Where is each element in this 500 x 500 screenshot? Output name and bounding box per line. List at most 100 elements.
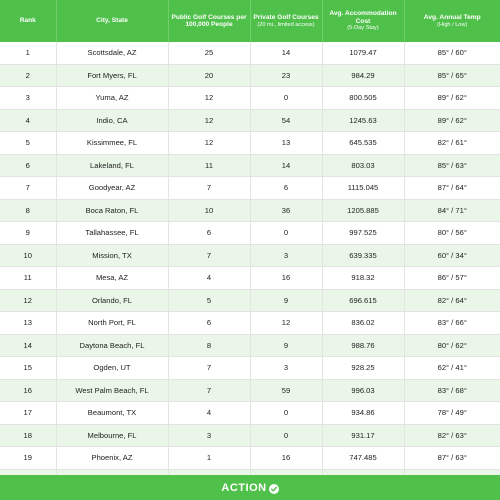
cell-public-courses: 3 [168,424,251,447]
cell-private-courses: 16 [250,446,323,470]
cell-avg-temp: 82° / 61° [404,131,500,155]
cell-accommodation-cost: 639.335 [322,244,405,267]
cell-private-courses: 6 [250,176,323,200]
cell-rank: 5 [0,131,57,155]
table-row: 11 Mesa, AZ 4 16 918.32 86° / 57° [0,266,500,290]
footer-bar: ACTION [0,475,500,500]
cell-private-courses: 54 [250,109,323,132]
table-row: 2 Fort Myers, FL 20 23 984.29 85° / 65° [0,64,500,87]
cell-public-courses: 12 [168,109,251,132]
cell-city: Goodyear, AZ [56,176,169,200]
cell-accommodation-cost: 984.29 [322,64,405,87]
table-row: 12 Orlando, FL 5 9 696.615 82° / 64° [0,289,500,312]
cell-city: Mesa, AZ [56,266,169,290]
cell-public-courses: 5 [168,289,251,312]
cell-private-courses: 0 [250,86,323,110]
cell-rank: 12 [0,289,57,312]
cell-private-courses: 12 [250,311,323,335]
cell-accommodation-cost: 645.535 [322,131,405,155]
table-row: 19 Phoenix, AZ 1 16 747.485 87° / 63° [0,446,500,470]
header-city: City, State [56,0,169,42]
cell-rank: 8 [0,199,57,222]
table-row: 13 North Port, FL 6 12 836.02 83° / 66° [0,311,500,335]
cell-public-courses: 12 [168,131,251,155]
cell-city: Indio, CA [56,109,169,132]
cell-private-courses: 3 [250,244,323,267]
header-private-courses: Private Golf Courses (20 mi., limited ac… [250,0,323,42]
cell-rank: 17 [0,401,57,425]
cell-private-courses: 14 [250,42,323,65]
cell-avg-temp: 87° / 64° [404,176,500,200]
header-avg-temp: Avg. Annual Temp (High / Low) [404,0,500,42]
cell-private-courses: 3 [250,356,323,380]
cell-rank: 6 [0,154,57,177]
header-public-courses: Public Golf Courses per 100,000 People [168,0,251,42]
cell-public-courses: 12 [168,86,251,110]
cell-public-courses: 6 [168,221,251,245]
table-row: 15 Ogden, UT 7 3 928.25 62° / 41° [0,356,500,380]
cell-public-courses: 1 [168,446,251,470]
cell-public-courses: 25 [168,42,251,65]
cell-city: Fort Myers, FL [56,64,169,87]
cell-avg-temp: 83° / 66° [404,311,500,335]
cell-avg-temp: 82° / 63° [404,424,500,447]
cell-rank: 18 [0,424,57,447]
cell-rank: 2 [0,64,57,87]
cell-rank: 9 [0,221,57,245]
table-row: 18 Melbourne, FL 3 0 931.17 82° / 63° [0,424,500,447]
cell-public-courses: 8 [168,334,251,357]
table-row: 17 Beaumont, TX 4 0 934.86 78° / 49° [0,401,500,425]
cell-private-courses: 9 [250,289,323,312]
header-private-subtitle: (20 mi., limited access) [257,21,315,28]
cell-city: Orlando, FL [56,289,169,312]
cell-city: Daytona Beach, FL [56,334,169,357]
cell-avg-temp: 84° / 71° [404,199,500,222]
cell-rank: 13 [0,311,57,335]
cell-accommodation-cost: 918.32 [322,266,405,290]
cell-private-courses: 16 [250,266,323,290]
cell-avg-temp: 89° / 62° [404,109,500,132]
table-row: 14 Daytona Beach, FL 8 9 988.76 80° / 62° [0,334,500,357]
table-row: 7 Goodyear, AZ 7 6 1115.045 87° / 64° [0,176,500,200]
cell-accommodation-cost: 1115.045 [322,176,405,200]
cell-public-courses: 4 [168,401,251,425]
table-row: 9 Tallahassee, FL 6 0 997.525 80° / 56° [0,221,500,245]
cell-accommodation-cost: 931.17 [322,424,405,447]
cell-private-courses: 9 [250,334,323,357]
cell-private-courses: 59 [250,379,323,402]
cell-avg-temp: 85° / 63° [404,154,500,177]
cell-city: Phoenix, AZ [56,446,169,470]
cell-avg-temp: 80° / 62° [404,334,500,357]
cell-rank: 1 [0,42,57,65]
cell-avg-temp: 87° / 63° [404,446,500,470]
cell-city: Kissimmee, FL [56,131,169,155]
cell-avg-temp: 86° / 57° [404,266,500,290]
cell-rank: 14 [0,334,57,357]
cell-city: Beaumont, TX [56,401,169,425]
cell-city: Lakeland, FL [56,154,169,177]
cell-avg-temp: 82° / 64° [404,289,500,312]
cell-avg-temp: 78° / 49° [404,401,500,425]
cell-public-courses: 20 [168,64,251,87]
cell-city: Scottsdale, AZ [56,42,169,65]
table-row: 5 Kissimmee, FL 12 13 645.535 82° / 61° [0,131,500,155]
table-row: 3 Yuma, AZ 12 0 800.505 89° / 62° [0,86,500,110]
cell-public-courses: 6 [168,311,251,335]
table-row: 1 Scottsdale, AZ 25 14 1079.47 85° / 60° [0,42,500,65]
cell-public-courses: 7 [168,176,251,200]
cell-rank: 11 [0,266,57,290]
cell-rank: 10 [0,244,57,267]
cell-accommodation-cost: 696.615 [322,289,405,312]
cell-city: Melbourne, FL [56,424,169,447]
header-accommodation-subtitle: (5-Day Stay) [347,25,379,32]
cell-city: Boca Raton, FL [56,199,169,222]
cell-public-courses: 7 [168,244,251,267]
cell-city: Yuma, AZ [56,86,169,110]
cell-avg-temp: 85° / 60° [404,42,500,65]
cell-accommodation-cost: 747.485 [322,446,405,470]
table-row: 8 Boca Raton, FL 10 36 1205.885 84° / 71° [0,199,500,222]
cell-accommodation-cost: 928.25 [322,356,405,380]
cell-avg-temp: 60° / 34° [404,244,500,267]
